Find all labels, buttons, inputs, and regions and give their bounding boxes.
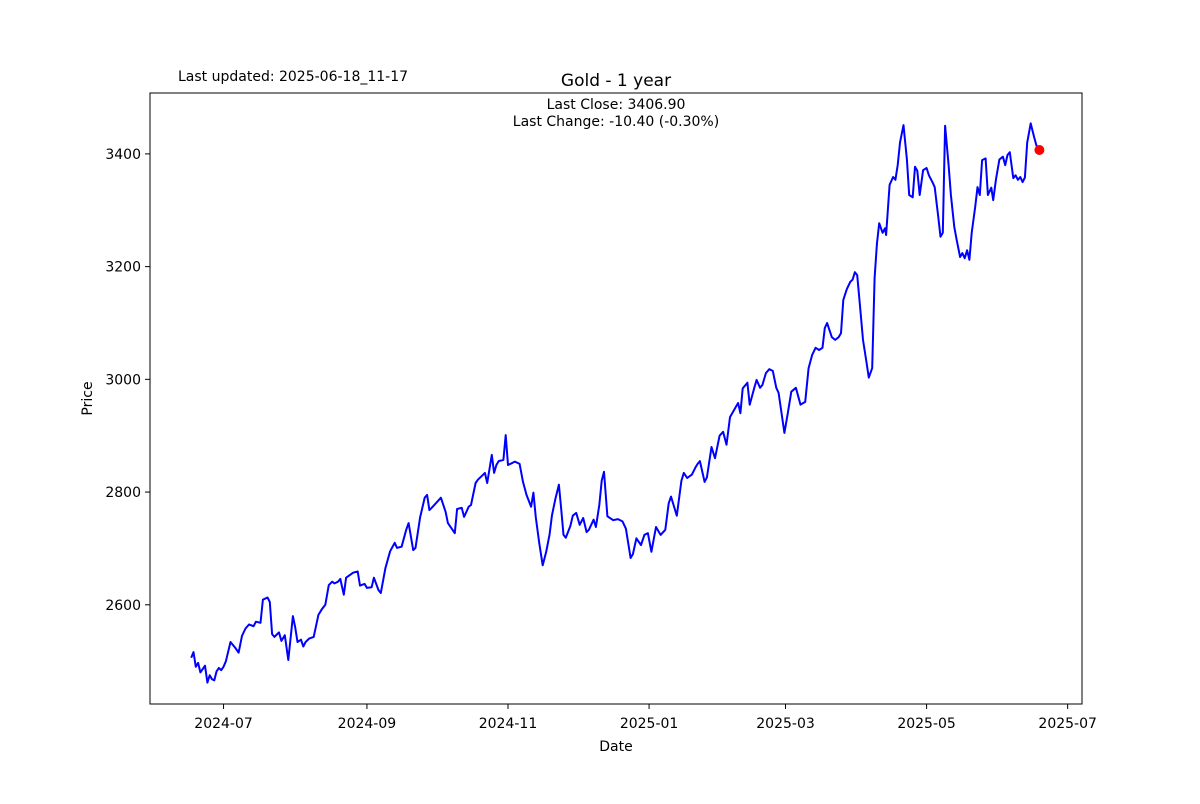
x-tick-label: 2025-01 [620, 716, 679, 732]
x-axis-ticks: 2024-07 2024-09 2024-11 2025-01 2025-03 2025-… [194, 704, 1097, 732]
y-tick-label: 2800 [105, 485, 141, 501]
x-axis-label: Date [599, 739, 632, 755]
y-axis-label: Price [80, 381, 96, 415]
x-tick-label: 2025-03 [756, 716, 815, 732]
y-axis-ticks: 2600 2800 3000 3200 3400 [105, 147, 150, 614]
last-updated-text: Last updated: 2025-06-18_11-17 [178, 69, 408, 85]
chart-title: Gold - 1 year [561, 71, 671, 91]
y-tick-label: 2600 [105, 598, 141, 614]
price-line-series [190, 122, 1041, 684]
x-tick-label: 2025-07 [1038, 716, 1097, 732]
x-tick-label: 2024-07 [194, 716, 253, 732]
x-tick-label: 2024-09 [338, 716, 397, 732]
last-close-marker [1034, 145, 1045, 155]
y-tick-label: 3200 [105, 260, 141, 276]
plot-border [149, 92, 1083, 705]
annotation-last-change: Last Change: -10.40 (-0.30%) [513, 114, 719, 130]
x-tick-label: 2024-11 [479, 716, 538, 732]
annotation-last-close: Last Close: 3406.90 [547, 97, 686, 113]
y-tick-label: 3000 [105, 372, 141, 388]
x-tick-label: 2025-05 [897, 716, 956, 732]
y-tick-label: 3400 [105, 147, 141, 163]
